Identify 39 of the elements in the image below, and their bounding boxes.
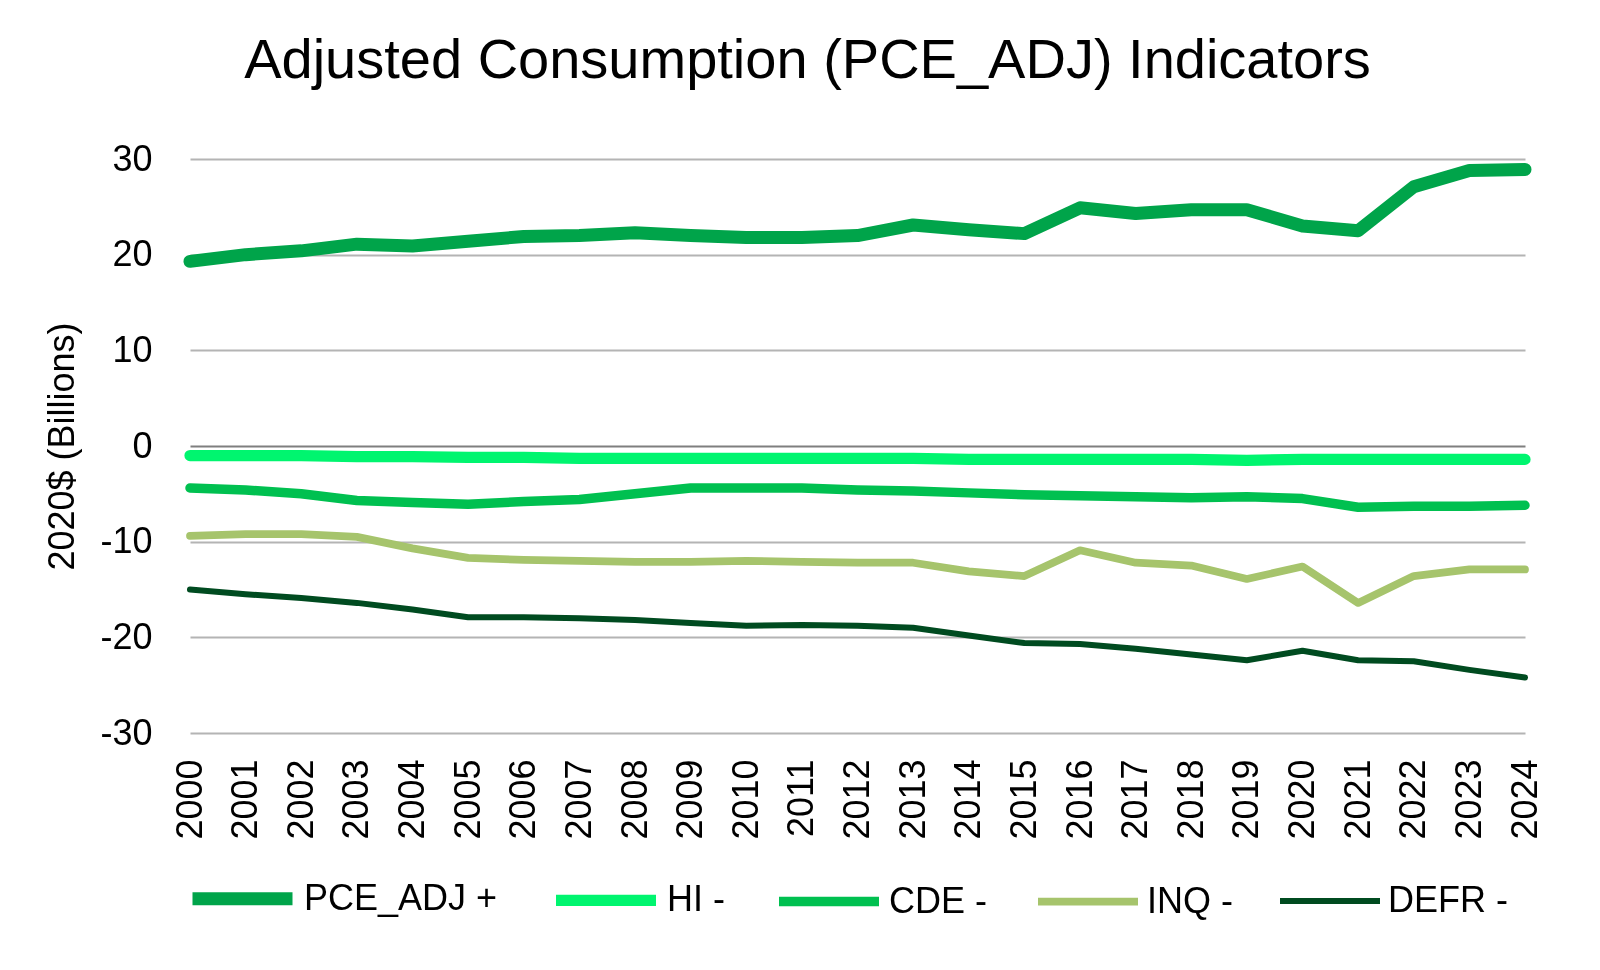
x-tick-label: 2007 (557, 759, 599, 840)
x-tick-label: 2002 (279, 759, 321, 840)
x-tick-label: 2021 (1336, 759, 1378, 840)
x-tick-label: 2022 (1392, 759, 1434, 840)
y-tick-label: 30 (112, 137, 153, 179)
x-tick-label: 2018 (1169, 759, 1211, 840)
x-tick-label: 2024 (1503, 759, 1545, 840)
x-tick-label: 2017 (1114, 759, 1156, 840)
x-tick-label: 2012 (836, 759, 877, 840)
legend-label: HI - (667, 878, 725, 920)
y-tick-label: -10 (100, 520, 153, 562)
x-tick-label: 2004 (391, 759, 432, 840)
y-axis-title: 2020$ (Billions) (41, 322, 83, 571)
x-tick-label: 2020 (1281, 759, 1322, 840)
x-tick-label: 2015 (1002, 759, 1044, 840)
chart-title: Adjusted Consumption (PCE_ADJ) Indicators (244, 27, 1371, 90)
x-tick-label: 2011 (780, 759, 822, 837)
legend-label: DEFR - (1388, 879, 1508, 920)
y-tick-label: 0 (132, 424, 153, 466)
x-tick-label: 2001 (224, 759, 266, 840)
x-tick-label: 2016 (1058, 759, 1100, 840)
legend-label: PCE_ADJ + (304, 876, 498, 918)
legend-label: INQ - (1147, 879, 1233, 921)
legend-label: CDE - (889, 879, 987, 921)
x-tick-label: 2000 (168, 759, 210, 840)
x-tick-label: 2013 (891, 759, 933, 840)
x-tick-label: 2014 (947, 759, 989, 840)
x-tick-label: 2019 (1225, 759, 1267, 840)
x-tick-label: 2023 (1447, 759, 1489, 840)
x-tick-label: 2008 (613, 759, 655, 840)
x-tick-label: 2005 (446, 759, 488, 840)
y-tick-label: -30 (100, 711, 153, 753)
x-tick-label: 2003 (335, 759, 377, 840)
y-tick-label: -20 (100, 615, 153, 657)
x-tick-label: 2010 (724, 759, 766, 840)
x-tick-label: 2009 (669, 759, 711, 840)
y-tick-label: 10 (112, 328, 153, 370)
x-tick-label: 2006 (502, 759, 544, 840)
y-tick-label: 20 (112, 233, 153, 275)
